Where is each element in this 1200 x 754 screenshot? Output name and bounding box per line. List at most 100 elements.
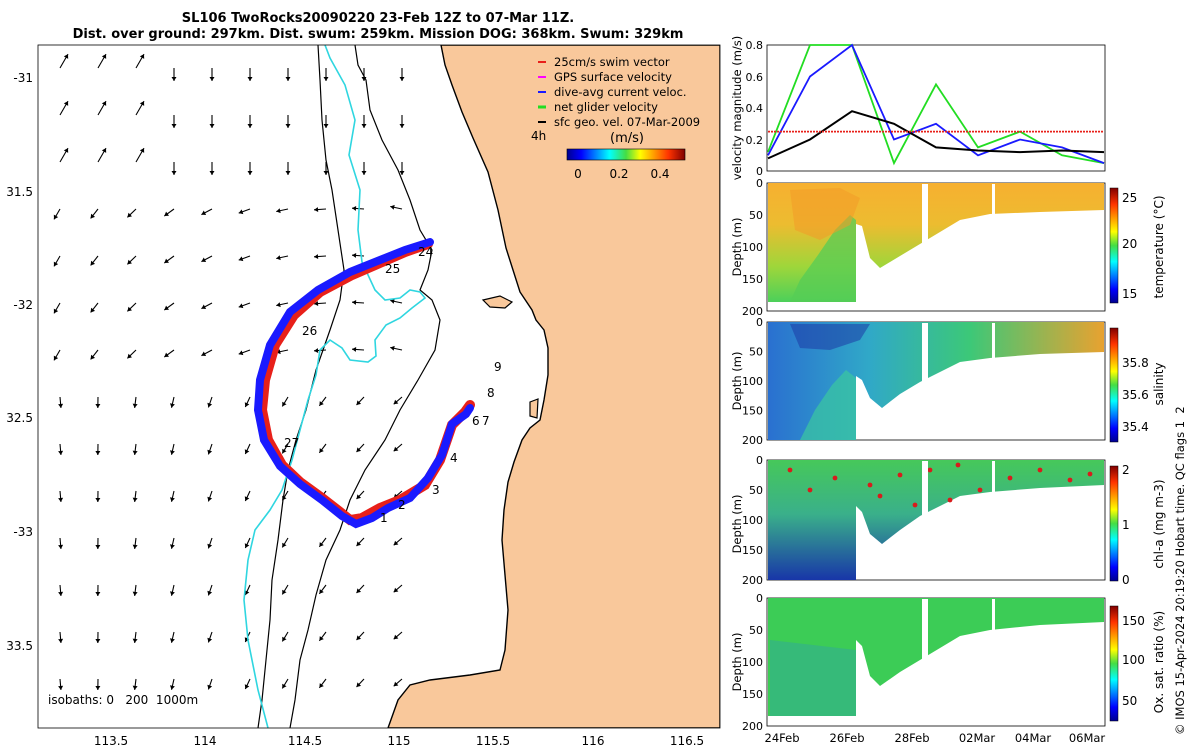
salinity-panel: Depth (m) 35.8 35.6 35.4 salinity: [730, 322, 1166, 442]
date-tick: 24Feb: [765, 731, 800, 745]
lon-tick: 114: [194, 734, 217, 748]
data-gap: [922, 599, 928, 725]
chla-hotspot: [898, 473, 903, 478]
depth-tick: 100: [742, 656, 763, 669]
depth-tick: 100: [742, 375, 763, 388]
velocity-ylabel: velocity magnitude (m/s): [730, 36, 744, 181]
date-ticks: 24Feb 26Feb 28Feb 02Mar 04Mar 06Mar: [765, 731, 1106, 745]
date-tick: 26Feb: [830, 731, 865, 745]
date-tick: 04Mar: [1015, 731, 1052, 745]
data-gap: [992, 461, 995, 579]
data-gap: [992, 323, 995, 439]
depth-tick: 100: [742, 514, 763, 527]
legend-label-net: net glider velocity: [554, 100, 658, 114]
lat-tick: 32.5: [6, 411, 33, 425]
lon-tick: 114.5: [288, 734, 322, 748]
chla-hotspot: [808, 488, 813, 493]
legend-label-swim: 25cm/s swim vector: [554, 55, 670, 69]
colorbar-tick: 0.4: [650, 167, 669, 181]
oxygen-cb-tick: 150: [1122, 614, 1145, 628]
chla-hotspot: [1088, 472, 1093, 477]
data-gap: [922, 323, 928, 439]
chla-hotspot: [1068, 478, 1073, 483]
chla-hotspot: [978, 488, 983, 493]
chla-colorbar: [1110, 466, 1118, 581]
chla-cb-tick: 1: [1122, 518, 1130, 532]
isobaths-label: isobaths: 0 200 1000m: [48, 693, 198, 707]
temperature-cb-tick: 25: [1122, 191, 1137, 205]
depth-tick: 50: [749, 346, 763, 359]
depth-tick: 150: [742, 405, 763, 418]
lon-tick: 115: [388, 734, 411, 748]
colorbar-corner-label: 4h: [531, 129, 546, 143]
lon-tick: 113.5: [94, 734, 128, 748]
lon-tick: 116: [582, 734, 605, 748]
chla-hotspot: [956, 463, 961, 468]
depth-ticks: 0501001502000501001502000501001502000501…: [742, 177, 763, 733]
lat-tick: 33.5: [6, 639, 33, 653]
depth-tick: 150: [742, 544, 763, 557]
depth-tick: 0: [756, 316, 763, 329]
day-label-26: 26: [302, 324, 317, 338]
legend-label-dive: dive-avg current veloc.: [554, 85, 687, 99]
day-label-7: 7: [482, 414, 490, 428]
footer-note: © IMOS 15-Apr-2024 20:19:20 Hobart time.…: [1173, 406, 1187, 735]
salinity-cb-label: salinity: [1152, 362, 1166, 405]
depth-tick: 0: [756, 592, 763, 605]
day-label-25: 25: [385, 262, 400, 276]
depth-tick: 50: [749, 484, 763, 497]
garden-island: [530, 399, 538, 418]
lon-tick: 115.5: [476, 734, 510, 748]
depth-tick: 100: [742, 241, 763, 254]
oxygen-cb-label: Ox. sat. ratio (%): [1152, 611, 1166, 713]
colorbar-tick: 0.2: [609, 167, 628, 181]
chla-hotspot: [878, 494, 883, 499]
depth-tick: 50: [749, 209, 763, 222]
lat-tick: -33: [13, 525, 33, 539]
oxygen-cb-tick: 50: [1122, 694, 1137, 708]
chla-hotspot: [833, 476, 838, 481]
lat-tick: -32: [13, 298, 33, 312]
chla-cb-tick: 0: [1122, 573, 1130, 587]
chla-panel: Depth (m) 2 1 0 chl-a (mg m-3): [730, 460, 1166, 587]
chla-hotspot: [788, 468, 793, 473]
day-label-4: 4: [450, 451, 458, 465]
vel-tick: 0.4: [746, 102, 764, 115]
map-panel: 1 2 3 4 6 7 8 9 24 25 26 27 113.5 114 11…: [6, 45, 720, 748]
day-label-1: 1: [380, 511, 388, 525]
depth-tick: 0: [756, 177, 763, 190]
temperature-panel: Depth (m) 25 20 15 temperature (°C): [730, 183, 1166, 311]
lat-tick: 31.5: [6, 185, 33, 199]
title-line-1: SL106 TwoRocks20090220 23-Feb 12Z to 07-…: [182, 11, 574, 26]
data-gap: [992, 599, 995, 725]
day-label-6: 6: [472, 414, 480, 428]
velocity-ticks: 0 0.2 0.4 0.6 0.8: [746, 39, 764, 178]
chla-hotspot: [868, 483, 873, 488]
day-label-8: 8: [487, 386, 495, 400]
depth-tick: 150: [742, 273, 763, 286]
depth-tick: 150: [742, 688, 763, 701]
day-label-3: 3: [432, 483, 440, 497]
oxygen-colorbar: [1110, 606, 1118, 721]
depth-tick: 200: [742, 720, 763, 733]
salinity-cb-tick: 35.4: [1122, 420, 1149, 434]
depth-tick: 50: [749, 624, 763, 637]
date-tick: 02Mar: [959, 731, 996, 745]
date-tick: 28Feb: [895, 731, 930, 745]
oxygen-panel: Depth (m) 150 100 50 Ox. sat. ratio (%): [730, 598, 1166, 726]
data-gap: [922, 461, 928, 579]
salinity-cb-tick: 35.8: [1122, 356, 1149, 370]
legend-label-geo: sfc geo. vel. 07-Mar-2009: [554, 115, 700, 129]
temperature-colorbar: [1110, 188, 1118, 303]
depth-tick: 200: [742, 434, 763, 447]
chla-cb-label: chl-a (mg m-3): [1152, 479, 1166, 568]
colorbar-tick: 0: [574, 167, 582, 181]
speed-colorbar: [567, 149, 685, 160]
date-tick: 06Mar: [1069, 731, 1106, 745]
day-label-9: 9: [494, 360, 502, 374]
oxygen-cb-tick: 100: [1122, 653, 1145, 667]
title-line-2: Dist. over ground: 297km. Dist. swum: 25…: [73, 27, 684, 42]
chla-hotspot: [948, 498, 953, 503]
day-label-24: 24: [418, 245, 433, 259]
lat-tick: -31: [13, 71, 33, 85]
